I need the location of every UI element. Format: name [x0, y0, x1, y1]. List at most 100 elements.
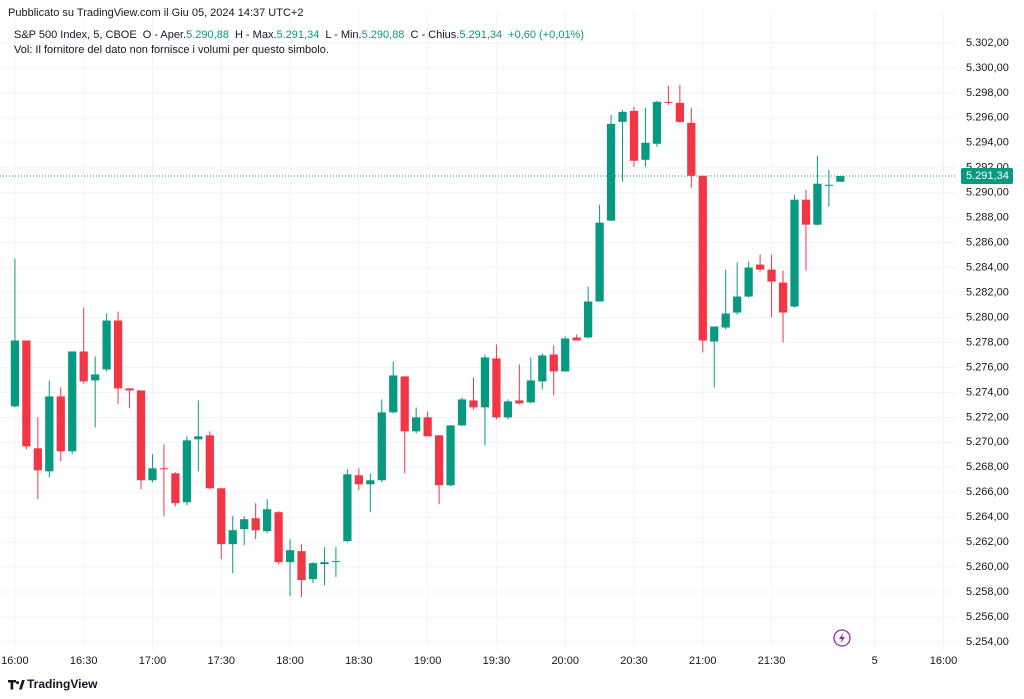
y-tick-label: 5.262,00: [966, 536, 1009, 548]
candle-body: [113, 320, 123, 389]
candle-body: [262, 509, 272, 532]
y-tick-label: 5.286,00: [966, 237, 1009, 249]
ohlc-label: O - Aper.: [143, 29, 186, 41]
candle-body: [572, 337, 581, 341]
y-tick-label: 5.282,00: [966, 286, 1009, 298]
y-tick-label: 5.256,00: [966, 611, 1009, 623]
x-tick-label: 21:30: [758, 655, 786, 667]
candle-body: [526, 380, 535, 403]
candle-body: [767, 269, 776, 282]
candle-body: [457, 399, 467, 426]
candle-body: [33, 448, 42, 471]
candle-body: [308, 563, 318, 580]
candle-body: [687, 122, 696, 176]
y-tick-label: 5.264,00: [966, 511, 1009, 523]
ohlc-value: 5.291,34: [459, 29, 502, 41]
last-price-label: 5.291,34: [966, 170, 1009, 182]
last-price-box: [961, 167, 1013, 184]
x-tick-label: 19:30: [483, 655, 511, 667]
candle-body: [790, 199, 799, 307]
y-tick-label: 5.296,00: [966, 112, 1009, 124]
candle-body: [469, 400, 478, 408]
candle-body: [102, 320, 111, 370]
candle-body: [710, 326, 719, 342]
ohlc-label: H - Max.: [235, 29, 277, 41]
candle-body: [618, 111, 627, 122]
x-tick-label: 17:30: [208, 655, 236, 667]
ohlc-label: L - Min.: [325, 29, 361, 41]
ohlc-value: 5.290,88: [186, 29, 229, 41]
candle-body: [446, 425, 455, 486]
symbol: S&P 500 Index, 5, CBOE: [14, 29, 137, 41]
candle-body: [343, 474, 352, 542]
y-tick-label: 5.298,00: [966, 87, 1009, 99]
candle-body: [801, 199, 811, 225]
candle-body: [412, 417, 421, 432]
x-tick-label: 20:30: [620, 655, 648, 667]
candle-body: [45, 396, 54, 472]
candle-body: [182, 440, 191, 503]
candle-body: [251, 518, 260, 531]
candle-body: [675, 102, 684, 122]
x-tick-label: 18:00: [276, 655, 304, 667]
candle-body: [480, 357, 490, 408]
x-tick-label: 19:00: [414, 655, 442, 667]
y-tick-label: 5.278,00: [966, 336, 1009, 348]
candle-body: [171, 473, 180, 504]
candle-body: [136, 390, 146, 481]
y-tick-label: 5.258,00: [966, 586, 1009, 598]
candle-body: [423, 417, 432, 437]
y-tick-label: 5.294,00: [966, 137, 1009, 149]
candle-body: [733, 296, 742, 313]
x-tick-label: 17:00: [139, 655, 167, 667]
y-tick-label: 5.280,00: [966, 311, 1009, 323]
candle-body: [595, 222, 604, 302]
x-tick-label: 16:00: [1, 655, 29, 667]
change: +0,60 (+0,01%): [508, 29, 584, 41]
candle-body: [354, 475, 363, 485]
candle-body: [274, 512, 283, 563]
candle-body: [778, 282, 788, 313]
candle-body: [331, 561, 341, 563]
y-tick-label: 5.302,00: [966, 37, 1009, 49]
candle-body: [813, 183, 822, 225]
y-tick-label: 5.288,00: [966, 212, 1009, 224]
candle-body: [228, 530, 237, 545]
y-tick-label: 5.268,00: [966, 461, 1009, 473]
y-tick-label: 5.284,00: [966, 262, 1009, 274]
candle-body: [240, 519, 249, 530]
alert-icon[interactable]: [833, 629, 851, 647]
candle-body: [698, 175, 707, 341]
legend-header: S&P 500 Index, 5, CBOE O - Aper.5.290,88 H…: [14, 29, 584, 41]
candles: [10, 84, 845, 598]
candle-body: [366, 480, 375, 485]
candle-body: [217, 488, 226, 545]
candle-body: [664, 101, 673, 103]
y-tick-label: 5.254,00: [966, 636, 1009, 648]
candle-body: [79, 351, 88, 382]
candle-body: [606, 123, 616, 221]
alert-bolt[interactable]: [839, 632, 845, 644]
candle-body: [285, 550, 295, 563]
candle-body: [125, 388, 134, 391]
logo-mark: [8, 680, 25, 690]
y-tick-label: 5.260,00: [966, 561, 1009, 573]
candle-body: [561, 338, 570, 372]
x-tick-label: 5: [872, 655, 878, 667]
x-tick-label: 21:00: [689, 655, 717, 667]
candle-body: [629, 110, 639, 161]
candle-body: [434, 435, 444, 486]
x-tick-label: 18:30: [345, 655, 373, 667]
y-tick-label: 5.270,00: [966, 436, 1009, 448]
candle-body: [744, 267, 753, 297]
x-tick-label: 16:30: [70, 655, 98, 667]
y-tick-label: 5.290,00: [966, 187, 1009, 199]
candle-body: [68, 351, 77, 452]
candle-body: [721, 313, 730, 328]
candle-body: [56, 396, 65, 452]
logo: TradingView: [8, 677, 98, 691]
candle-body: [641, 142, 650, 160]
candle-body: [297, 551, 306, 581]
